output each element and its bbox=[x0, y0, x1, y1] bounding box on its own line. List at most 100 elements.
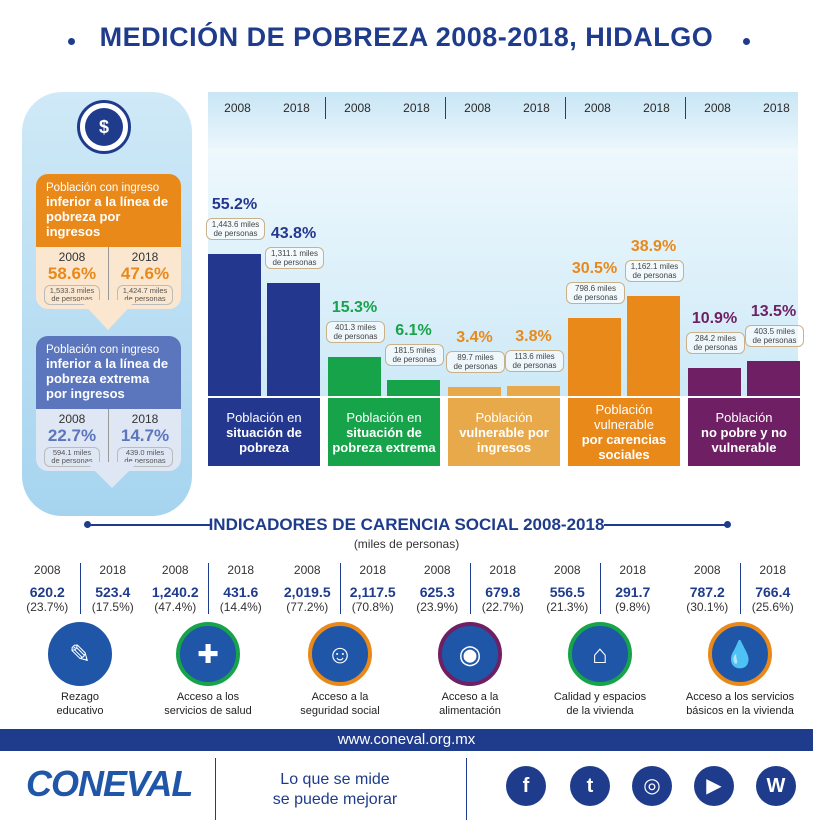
indicator-year: 2018 bbox=[759, 563, 787, 577]
category-pre: Población vulnerable bbox=[594, 402, 654, 432]
card1-miles-2008: 1,533.3 miles bbox=[49, 286, 95, 295]
indicator-label: Acceso a la seguridad social bbox=[275, 690, 405, 718]
indicator-label-1: Acceso a los bbox=[176, 691, 240, 703]
indicator-label-2: alimentación bbox=[439, 705, 501, 717]
bar-value-label: 43.8% bbox=[270, 225, 317, 243]
bar-miles-suffix: de personas bbox=[272, 258, 317, 268]
bar-value-label: 10.9% bbox=[691, 309, 738, 327]
indicator-col-2018: 2018 766.4 (25.6%) bbox=[739, 563, 806, 614]
bar-1-2008 bbox=[328, 356, 381, 396]
card2-year-2018: 2018 bbox=[131, 412, 159, 426]
title-dot-right bbox=[743, 38, 750, 45]
bar-miles-label: 284.2 miles de personas bbox=[686, 331, 745, 354]
category-label-0: Población en situación de pobreza bbox=[208, 398, 320, 466]
indicator-label-2: servicios de salud bbox=[164, 705, 252, 717]
coneval-logo: CONEVAL bbox=[26, 763, 193, 804]
bar-4-2018 bbox=[747, 361, 800, 396]
indicator-col-2018: 2018 431.6 (14.4%) bbox=[207, 563, 274, 614]
category-label-1: Población en situación de pobreza extrema bbox=[328, 398, 440, 466]
indicator-year: 2018 bbox=[227, 563, 255, 577]
year-header-band bbox=[208, 92, 798, 148]
indicator-values: 2008 625.3 (23.9%) 2018 679.8 (22.7%) bbox=[405, 563, 535, 614]
indicator-values: 2008 2,019.5 (77.2%) 2018 2,117.5 (70.8%) bbox=[275, 563, 405, 614]
card1-pointer bbox=[80, 300, 136, 330]
category-pre: Población en bbox=[346, 409, 422, 425]
indicator-year: 2018 bbox=[489, 563, 517, 577]
card1-miles-2018: 1,424.7 miles bbox=[122, 286, 168, 295]
facebook-icon[interactable]: f bbox=[506, 766, 546, 806]
indicator-label-2: de la vivienda bbox=[566, 705, 634, 717]
card2-miles-2008: 594.1 miles bbox=[52, 448, 92, 457]
indicator-value: 625.3 bbox=[419, 584, 455, 600]
card1-head-pre: Población con ingreso bbox=[46, 182, 160, 194]
category-pre: Población bbox=[715, 409, 773, 425]
indicator-house: 2008 556.5 (21.3%) 2018 291.7 (9.8%) bbox=[535, 563, 665, 614]
indicator-percent: (70.8%) bbox=[351, 600, 394, 614]
money-icon: $ bbox=[85, 108, 123, 146]
bar-miles-suffix: de personas bbox=[752, 336, 797, 346]
year-label-0-2008: 2008 bbox=[224, 101, 251, 115]
indicator-percent: (23.7%) bbox=[26, 600, 69, 614]
indicator-col-2008: 2008 620.2 (23.7%) bbox=[15, 563, 80, 614]
wordpress-icon[interactable]: W bbox=[756, 766, 796, 806]
website-url[interactable]: www.coneval.org.mx bbox=[0, 729, 813, 751]
bar-0-2008 bbox=[208, 254, 261, 396]
title-dot-left bbox=[68, 38, 75, 45]
income-poverty-card-head: Población con ingreso inferior a la líne… bbox=[36, 174, 181, 247]
indicator-label-2: educativo bbox=[56, 705, 104, 717]
indicator-col-2008: 2008 625.3 (23.9%) bbox=[405, 563, 470, 614]
bar-miles-value: 403.5 miles bbox=[754, 327, 795, 337]
category-pre: Población bbox=[475, 409, 533, 425]
bar-value-label: 3.4% bbox=[456, 329, 493, 347]
indicator-values: 2008 1,240.2 (47.4%) 2018 431.6 (14.4%) bbox=[143, 563, 273, 614]
indicator-label-1: Acceso a los servicios bbox=[685, 691, 795, 703]
indicator-label: Acceso a los servicios de salud bbox=[143, 690, 273, 718]
category-bold: situación de pobreza bbox=[226, 424, 302, 455]
indicator-label-1: Calidad y espacios bbox=[553, 691, 647, 703]
bar-miles-label: 1,443.6 miles de personas bbox=[206, 218, 265, 240]
bar-miles-value: 284.2 miles bbox=[695, 333, 736, 343]
card2-year-2008: 2008 bbox=[58, 412, 86, 426]
indicator-doctor: 2008 1,240.2 (47.4%) 2018 431.6 (14.4%) bbox=[143, 563, 273, 614]
indicator-value: 620.2 bbox=[29, 584, 65, 600]
indicator-col-2018: 2018 679.8 (22.7%) bbox=[469, 563, 536, 614]
indicators-subtitle: (miles de personas) bbox=[353, 537, 460, 551]
indicator-label-1: Acceso a la bbox=[441, 691, 499, 703]
instagram-icon[interactable]: ◎ bbox=[632, 766, 672, 806]
page-title: MEDICIÓN DE POBREZA 2008-2018, HIDALGO bbox=[99, 22, 714, 52]
bar-miles-label: 181.5 miles de personas bbox=[385, 344, 444, 367]
year-separator-4 bbox=[685, 97, 686, 119]
bar-miles-suffix: de personas bbox=[213, 229, 258, 238]
indicator-year: 2008 bbox=[553, 563, 581, 577]
bar-0-2018 bbox=[267, 283, 320, 396]
category-pre: Población en bbox=[226, 409, 302, 425]
bar-1-2018 bbox=[387, 380, 440, 396]
bar-miles-value: 798.6 miles bbox=[575, 283, 616, 293]
indicator-label: Acceso a los servicios básicos en la vivi… bbox=[675, 690, 805, 718]
bar-miles-value: 1,311.1 miles bbox=[271, 249, 318, 259]
youtube-icon[interactable]: ▶ bbox=[694, 766, 734, 806]
year-label-1-2018: 2018 bbox=[403, 101, 430, 115]
indicator-plate: 2008 625.3 (23.9%) 2018 679.8 (22.7%) bbox=[405, 563, 535, 614]
indicator-value: 556.5 bbox=[549, 584, 585, 600]
indicator-family: 2008 2,019.5 (77.2%) 2018 2,117.5 (70.8%) bbox=[275, 563, 405, 614]
category-text: Población en situación de pobreza bbox=[212, 410, 316, 455]
card1-value-2008: 58.6% bbox=[47, 264, 97, 283]
bar-miles-suffix: de personas bbox=[512, 361, 557, 371]
card2-pointer bbox=[86, 462, 138, 488]
indicator-percent: (9.8%) bbox=[615, 600, 651, 614]
bar-miles-label: 1,311.1 miles de personas bbox=[265, 247, 324, 270]
year-label-1-2008: 2008 bbox=[344, 101, 371, 115]
indicators-rule-left bbox=[88, 524, 212, 526]
indicator-percent: (14.4%) bbox=[219, 600, 262, 614]
indicators-rule-right bbox=[604, 524, 728, 526]
year-label-2-2018: 2018 bbox=[523, 101, 550, 115]
card2-value-2018: 14.7% bbox=[120, 426, 170, 445]
indicator-col-2008: 2008 1,240.2 (47.4%) bbox=[143, 563, 208, 614]
indicator-percent: (47.4%) bbox=[154, 600, 197, 614]
bar-miles-suffix: de personas bbox=[632, 270, 677, 280]
card1-year-2018: 2018 bbox=[131, 250, 159, 264]
twitter-icon[interactable]: t bbox=[570, 766, 610, 806]
year-separator-2 bbox=[445, 97, 446, 119]
year-label-3-2008: 2008 bbox=[584, 101, 611, 115]
